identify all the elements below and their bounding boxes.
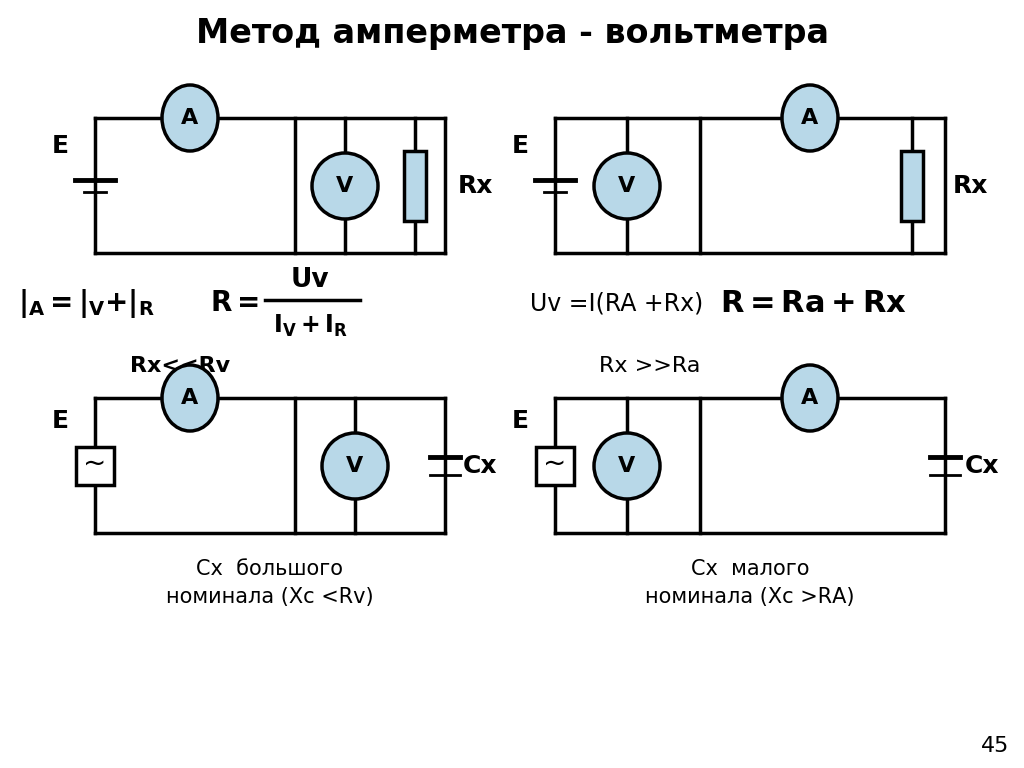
Bar	[901, 151, 923, 221]
Text: A: A	[802, 388, 818, 408]
Bar	[76, 447, 114, 485]
Text: Метод амперметра - вольтметра: Метод амперметра - вольтметра	[196, 16, 828, 49]
Circle shape	[312, 153, 378, 219]
Text: V: V	[346, 456, 364, 476]
Circle shape	[322, 433, 388, 499]
Text: $\mathbf{|_A{=}|_V{+}|_R}$: $\mathbf{|_A{=}|_V{+}|_R}$	[18, 286, 155, 319]
Text: V: V	[618, 176, 636, 196]
Ellipse shape	[162, 365, 218, 431]
Text: $\mathbf{R = Ra + Rx}$: $\mathbf{R = Ra + Rx}$	[720, 289, 907, 317]
Text: Rx<<Rv: Rx<<Rv	[130, 356, 230, 376]
Circle shape	[594, 153, 660, 219]
Text: A: A	[802, 108, 818, 128]
Text: ~: ~	[83, 450, 106, 478]
Text: Cx  большого
номинала (Xc <Rv): Cx большого номинала (Xc <Rv)	[166, 559, 374, 607]
Text: 45: 45	[981, 736, 1010, 756]
Ellipse shape	[782, 85, 838, 151]
Text: E: E	[51, 134, 69, 158]
Text: $\mathbf{R =}$: $\mathbf{R =}$	[210, 289, 259, 317]
Text: V: V	[336, 176, 353, 196]
Ellipse shape	[162, 85, 218, 151]
Ellipse shape	[782, 365, 838, 431]
Text: $\mathbf{I_V + I_R}$: $\mathbf{I_V + I_R}$	[272, 313, 347, 339]
Text: E: E	[51, 409, 69, 433]
Text: Uv: Uv	[291, 267, 330, 293]
Text: A: A	[181, 388, 199, 408]
Text: E: E	[512, 134, 528, 158]
Text: Uv =I(RA +Rx): Uv =I(RA +Rx)	[530, 291, 703, 315]
Bar	[404, 151, 426, 221]
Text: A: A	[181, 108, 199, 128]
Text: V: V	[618, 456, 636, 476]
Text: ~: ~	[544, 450, 566, 478]
Text: Rx: Rx	[458, 174, 493, 198]
Text: Rx: Rx	[952, 174, 988, 198]
Text: Cx: Cx	[965, 454, 999, 478]
Text: Cx: Cx	[463, 454, 498, 478]
Bar	[536, 447, 574, 485]
Text: Rx >>Ra: Rx >>Ra	[599, 356, 700, 376]
Circle shape	[594, 433, 660, 499]
Text: Cx  малого
номинала (Xc >RА): Cx малого номинала (Xc >RА)	[645, 559, 855, 607]
Text: E: E	[512, 409, 528, 433]
